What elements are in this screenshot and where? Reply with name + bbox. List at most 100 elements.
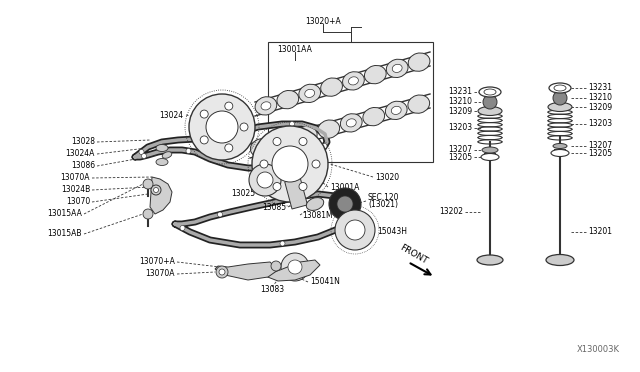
Ellipse shape xyxy=(548,103,572,112)
Circle shape xyxy=(260,160,268,168)
Circle shape xyxy=(143,179,153,189)
Circle shape xyxy=(218,212,223,217)
Circle shape xyxy=(335,210,375,250)
Ellipse shape xyxy=(340,114,362,132)
Circle shape xyxy=(271,261,281,271)
Text: 15043H: 15043H xyxy=(377,228,407,237)
Text: 13015AA: 13015AA xyxy=(47,209,82,218)
Circle shape xyxy=(273,138,281,145)
Ellipse shape xyxy=(553,144,567,148)
Circle shape xyxy=(151,185,161,195)
Ellipse shape xyxy=(478,106,502,115)
Circle shape xyxy=(141,154,147,158)
Ellipse shape xyxy=(481,154,499,160)
Text: 13203: 13203 xyxy=(588,119,612,128)
Ellipse shape xyxy=(261,102,271,110)
Ellipse shape xyxy=(391,106,401,115)
Circle shape xyxy=(200,110,208,118)
Circle shape xyxy=(139,150,144,154)
Ellipse shape xyxy=(250,139,272,157)
Text: 15041N: 15041N xyxy=(310,278,340,286)
Text: 13070: 13070 xyxy=(66,198,90,206)
Ellipse shape xyxy=(256,144,266,152)
Circle shape xyxy=(350,212,355,218)
Circle shape xyxy=(322,144,327,148)
Ellipse shape xyxy=(408,95,429,113)
Ellipse shape xyxy=(408,53,430,71)
Text: 13024A: 13024A xyxy=(66,150,95,158)
Text: 13207: 13207 xyxy=(588,141,612,151)
Circle shape xyxy=(206,111,238,143)
Ellipse shape xyxy=(346,119,356,127)
Text: 13231: 13231 xyxy=(448,87,472,96)
Ellipse shape xyxy=(477,255,503,265)
Circle shape xyxy=(280,241,285,246)
Ellipse shape xyxy=(273,132,294,151)
Circle shape xyxy=(299,183,307,190)
Ellipse shape xyxy=(387,59,408,77)
Circle shape xyxy=(255,166,260,170)
Text: 13201: 13201 xyxy=(588,228,612,237)
Circle shape xyxy=(257,172,273,188)
Ellipse shape xyxy=(385,101,407,119)
Text: 13231: 13231 xyxy=(588,83,612,93)
Text: 13028: 13028 xyxy=(71,138,95,147)
Text: SEC.120: SEC.120 xyxy=(368,192,399,202)
Ellipse shape xyxy=(551,150,569,157)
Circle shape xyxy=(337,196,353,212)
Circle shape xyxy=(288,260,302,274)
Ellipse shape xyxy=(484,89,496,95)
Circle shape xyxy=(216,266,228,278)
Circle shape xyxy=(225,102,233,110)
Text: 13015AB: 13015AB xyxy=(47,230,82,238)
Ellipse shape xyxy=(299,84,321,103)
Text: FRONT: FRONT xyxy=(398,243,429,266)
Ellipse shape xyxy=(482,147,498,153)
Text: 13086: 13086 xyxy=(71,161,95,170)
Text: 13202: 13202 xyxy=(439,208,463,217)
Text: 13203: 13203 xyxy=(448,124,472,132)
Text: 13209: 13209 xyxy=(588,103,612,112)
Text: 13205: 13205 xyxy=(448,153,472,161)
Circle shape xyxy=(240,123,248,131)
Ellipse shape xyxy=(307,198,324,211)
Ellipse shape xyxy=(554,85,566,91)
Text: 13205: 13205 xyxy=(588,148,612,157)
Ellipse shape xyxy=(546,254,574,266)
Ellipse shape xyxy=(156,144,168,151)
Text: 13209: 13209 xyxy=(448,106,472,115)
Polygon shape xyxy=(150,177,172,214)
Text: 13001A: 13001A xyxy=(330,183,360,192)
Circle shape xyxy=(186,148,191,154)
Circle shape xyxy=(483,95,497,109)
Text: 13020: 13020 xyxy=(375,173,399,182)
Text: 13210: 13210 xyxy=(588,93,612,103)
Ellipse shape xyxy=(549,83,571,93)
Circle shape xyxy=(281,253,309,281)
Ellipse shape xyxy=(349,77,358,85)
Bar xyxy=(268,42,433,162)
Ellipse shape xyxy=(156,158,168,166)
Circle shape xyxy=(273,183,281,190)
Text: X130003K: X130003K xyxy=(577,345,620,354)
Circle shape xyxy=(305,193,310,198)
Circle shape xyxy=(189,94,255,160)
Ellipse shape xyxy=(321,78,342,96)
Bar xyxy=(285,178,307,209)
Text: 13081M: 13081M xyxy=(302,211,333,219)
Ellipse shape xyxy=(162,152,172,158)
Circle shape xyxy=(180,225,185,231)
Circle shape xyxy=(143,209,153,219)
Ellipse shape xyxy=(479,87,501,97)
Polygon shape xyxy=(265,260,320,281)
Ellipse shape xyxy=(392,64,402,73)
Circle shape xyxy=(345,220,365,240)
Circle shape xyxy=(202,137,207,141)
Text: 13083: 13083 xyxy=(260,285,284,295)
Ellipse shape xyxy=(318,120,340,138)
Text: 13024: 13024 xyxy=(159,110,183,119)
Circle shape xyxy=(299,138,307,145)
Circle shape xyxy=(225,144,233,152)
Circle shape xyxy=(329,188,361,220)
Circle shape xyxy=(289,122,294,126)
